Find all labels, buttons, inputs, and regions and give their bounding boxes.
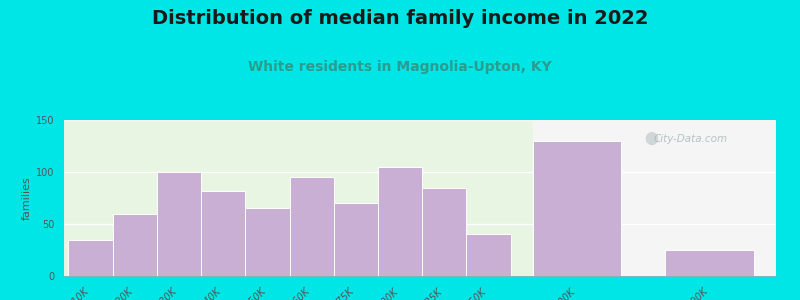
Text: Distribution of median family income in 2022: Distribution of median family income in … <box>152 9 648 28</box>
Bar <box>666 250 754 276</box>
Bar <box>466 234 510 276</box>
Text: ⬤: ⬤ <box>645 132 658 145</box>
Bar <box>334 203 378 276</box>
Bar <box>64 120 533 276</box>
Y-axis label: families: families <box>22 176 32 220</box>
Bar <box>378 167 422 276</box>
Bar <box>533 141 622 276</box>
Bar <box>69 240 113 276</box>
Bar <box>422 188 466 276</box>
Bar <box>113 214 157 276</box>
Bar <box>290 177 334 276</box>
Text: City-Data.com: City-Data.com <box>654 134 728 144</box>
Bar <box>157 172 201 276</box>
Bar <box>201 191 246 276</box>
Bar <box>533 120 776 276</box>
Bar <box>246 208 290 276</box>
Text: White residents in Magnolia-Upton, KY: White residents in Magnolia-Upton, KY <box>248 60 552 74</box>
